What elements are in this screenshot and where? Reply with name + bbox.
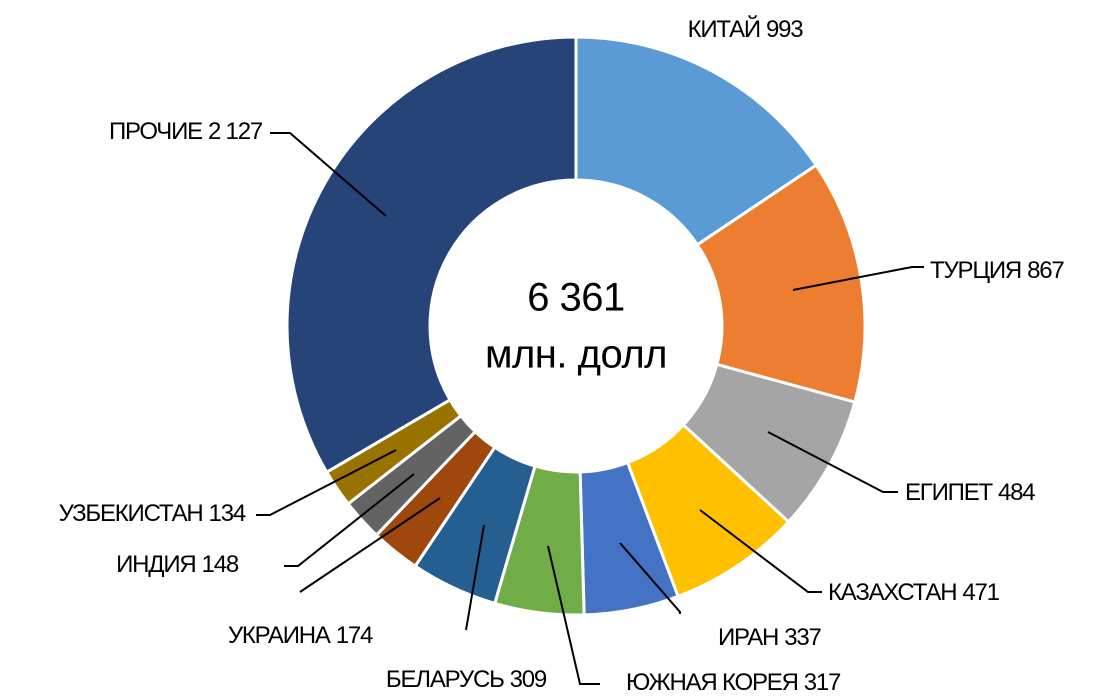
- slices: [285, 35, 867, 617]
- leader-line: [699, 509, 822, 593]
- slice-label: БЕЛАРУСЬ 309: [386, 666, 547, 693]
- leader-line: [792, 266, 924, 291]
- value-label: 2 127: [208, 118, 263, 145]
- slice: [285, 35, 578, 475]
- category-name: ЕГИПЕТ: [905, 479, 994, 506]
- slice: [574, 35, 819, 247]
- leader-line: [284, 473, 415, 567]
- leader-line: [619, 542, 681, 614]
- value-label: 134: [209, 500, 246, 527]
- value-label: 484: [998, 479, 1035, 506]
- slice-label: УЗБЕКИСТАН 134: [59, 500, 246, 527]
- category-name: УЗБЕКИСТАН: [59, 500, 203, 527]
- value-label: 337: [784, 624, 821, 651]
- leader-line: [256, 449, 397, 516]
- leader-line: [767, 431, 898, 493]
- leader-line: [270, 132, 387, 217]
- slice-label: ТУРЦИЯ 867: [930, 257, 1064, 284]
- slice-label: ПРОЧИЕ 2 127: [109, 118, 263, 145]
- category-name: КАЗАХСТАН: [828, 579, 956, 606]
- leader-line: [547, 545, 600, 685]
- category-name: ТУРЦИЯ: [930, 257, 1021, 284]
- category-name: КИТАЙ: [688, 15, 760, 43]
- slice-label: ЮЖНАЯ КОРЕЯ 317: [626, 669, 841, 696]
- leader-line: [465, 524, 485, 631]
- leader-line: [299, 497, 441, 593]
- slice-label: УКРАИНА 174: [228, 622, 373, 649]
- value-label: 993: [766, 16, 803, 43]
- category-name: ИНДИЯ: [116, 551, 195, 578]
- labels: КИТАЙ 993 ТУРЦИЯ 867 ЕГИПЕТ 484 КАЗАХСТАН 471 ИР…: [59, 15, 1066, 696]
- total-label: 6 361: [527, 276, 625, 320]
- value-label: 471: [962, 579, 999, 606]
- value-label: 309: [510, 666, 547, 693]
- slice-label: КАЗАХСТАН 471: [828, 579, 1000, 606]
- slice: [695, 163, 867, 404]
- slice-label: КИТАЙ 993: [688, 15, 804, 43]
- category-name: ИРАН: [718, 624, 778, 651]
- unit-label: млн. долл: [485, 333, 667, 377]
- value-label: 148: [202, 551, 239, 578]
- slice-label: ЕГИПЕТ 484: [905, 479, 1035, 506]
- slice-label: ИНДИЯ 148: [116, 551, 239, 578]
- category-name: БЕЛАРУСЬ: [386, 666, 504, 693]
- value-label: 174: [336, 622, 373, 649]
- category-name: ЮЖНАЯ КОРЕЯ: [626, 669, 798, 696]
- value-label: 867: [1027, 257, 1064, 284]
- category-name: ПРОЧИЕ: [109, 118, 202, 145]
- slice-label: ИРАН 337: [718, 624, 821, 651]
- category-name: УКРАИНА: [228, 622, 331, 649]
- value-label: 317: [804, 669, 841, 696]
